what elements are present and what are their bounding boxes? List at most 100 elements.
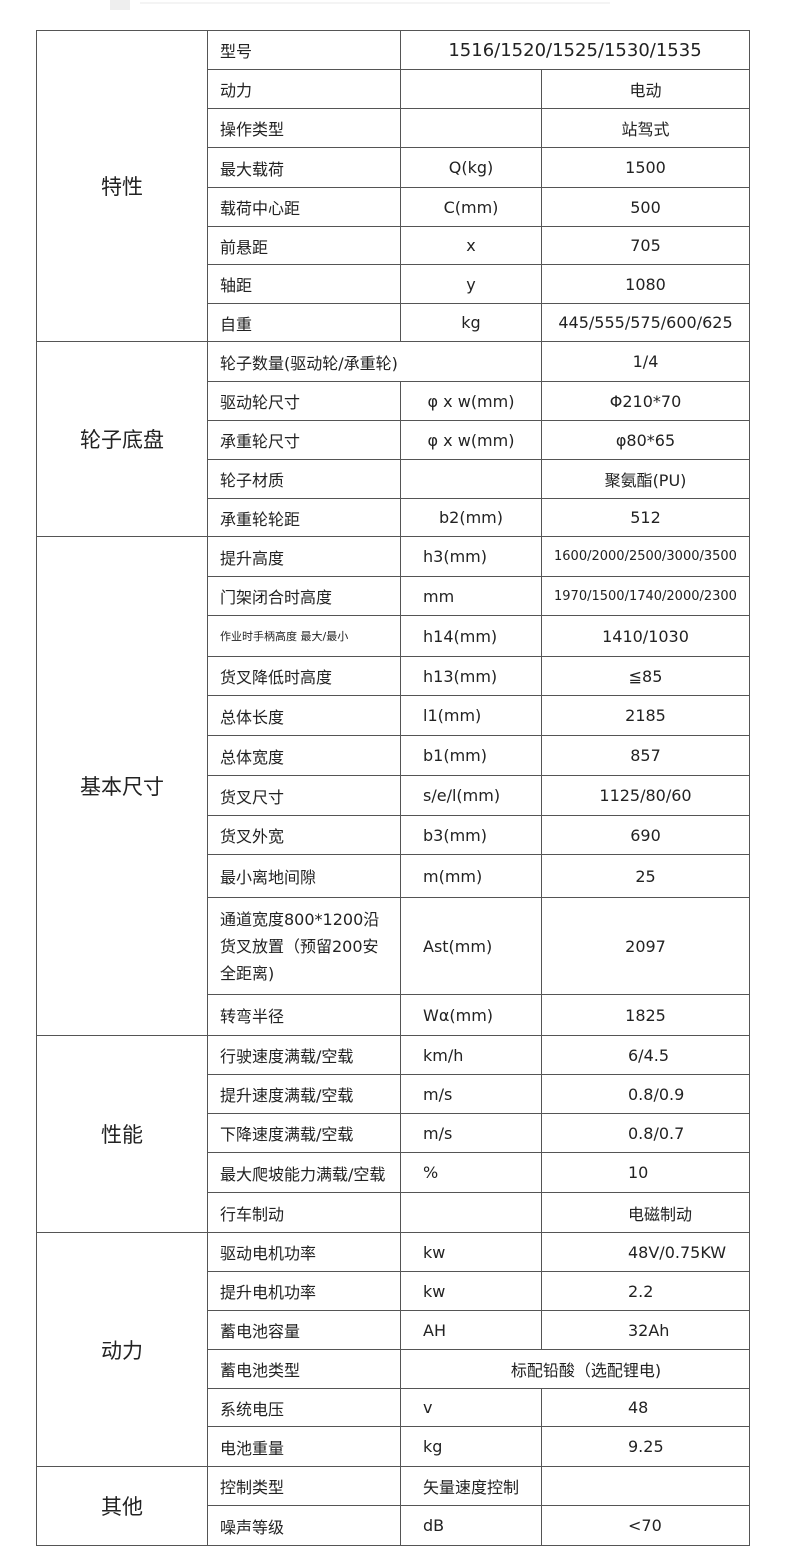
spec-value: 1970/1500/1740/2000/2300	[541, 576, 750, 616]
spec-value: ≦85	[541, 656, 750, 696]
table-row: 特性 型号 1516/1520/1525/1530/1535	[36, 30, 750, 342]
spec-name: 最大爬坡能力满载/空载	[207, 1152, 401, 1193]
spec-unit: h14(mm)	[400, 615, 542, 657]
spec-name: 承重轮轮距	[207, 498, 401, 537]
table-row: 前悬距 x 705	[37, 226, 750, 265]
table-row: 转弯半径 Wα(mm) 1825	[37, 994, 750, 1036]
table-row: 承重轮尺寸 φ x w(mm) φ80*65	[37, 420, 750, 460]
spec-unit: Q(kg)	[400, 147, 542, 188]
table-row: 提升电机功率 kw 2.2	[37, 1271, 750, 1311]
spec-unit: C(mm)	[400, 187, 542, 227]
table-row: 蓄电池容量 AH 32Ah	[37, 1310, 750, 1350]
spec-value: 512	[541, 498, 750, 537]
spec-value: 电动	[541, 69, 750, 109]
spec-name: 轮子材质	[207, 459, 401, 499]
spec-name: 提升速度满载/空载	[207, 1074, 401, 1114]
spec-value: 电磁制动	[541, 1192, 750, 1233]
spec-name: 转弯半径	[207, 994, 401, 1036]
spec-value: 2097	[541, 897, 750, 995]
spec-value: 48V/0.75KW	[541, 1232, 750, 1272]
spec-unit: m(mm)	[400, 854, 542, 898]
table-row: 其他 控制类型 矢量速度控制	[36, 1466, 750, 1546]
spec-value: 32Ah	[541, 1310, 750, 1350]
spec-unit: φ x w(mm)	[400, 381, 542, 421]
spec-name: 驱动轮尺寸	[207, 381, 401, 421]
table-row: 性能 行驶速度满载/空载 km/h 6/4.5	[36, 1035, 750, 1233]
spec-value: 705	[541, 226, 750, 265]
spec-value: 1/4	[541, 341, 750, 382]
spec-unit: b1(mm)	[400, 735, 542, 776]
category-label: 其他	[36, 1466, 208, 1546]
spec-name: 货叉外宽	[207, 815, 401, 855]
spec-unit	[400, 69, 542, 109]
spec-name: 控制类型	[207, 1466, 401, 1506]
spec-value: 1080	[541, 264, 750, 304]
spec-name: 行驶速度满载/空载	[207, 1035, 401, 1075]
table-row: 通道宽度800*1200沿货叉放置（预留200安全距离) Ast(mm) 2097	[37, 897, 750, 995]
table-row: 货叉降低时高度 h13(mm) ≦85	[37, 656, 750, 696]
spec-unit: Ast(mm)	[400, 897, 542, 995]
spec-value: 690	[541, 815, 750, 855]
spec-unit	[400, 1192, 542, 1233]
category-label: 轮子底盘	[36, 341, 208, 537]
spec-value: 10	[541, 1152, 750, 1193]
spec-name: 轴距	[207, 264, 401, 304]
spec-unit: mm	[400, 576, 542, 616]
spec-unit: m/s	[400, 1113, 542, 1153]
table-row: 货叉尺寸 s/e/l(mm) 1125/80/60	[37, 775, 750, 816]
spec-value	[541, 1466, 750, 1506]
spec-name: 行车制动	[207, 1192, 401, 1233]
spec-unit: dB	[400, 1505, 542, 1546]
spec-unit: AH	[400, 1310, 542, 1350]
spec-unit: y	[400, 264, 542, 304]
table-row: 行车制动 电磁制动	[37, 1192, 750, 1233]
spec-unit: %	[400, 1152, 542, 1193]
table-row: 驱动轮尺寸 φ x w(mm) Φ210*70	[37, 381, 750, 421]
spec-value: 1825	[541, 994, 750, 1036]
spec-value: 6/4.5	[541, 1035, 750, 1075]
spec-unit: h3(mm)	[400, 536, 542, 577]
spec-name: 噪声等级	[207, 1505, 401, 1546]
spec-unit: φ x w(mm)	[400, 420, 542, 460]
table-row: 自重 kg 445/555/575/600/625	[37, 303, 750, 342]
spec-value: 1516/1520/1525/1530/1535	[400, 30, 750, 70]
spec-value: 445/555/575/600/625	[541, 303, 750, 342]
spec-name: 最大载荷	[207, 147, 401, 188]
spec-value: φ80*65	[541, 420, 750, 460]
category-label: 特性	[36, 30, 208, 342]
spec-unit: kw	[400, 1271, 542, 1311]
spec-unit: s/e/l(mm)	[400, 775, 542, 816]
spec-unit: x	[400, 226, 542, 265]
table-row: 操作类型 站驾式	[37, 108, 750, 148]
category-label: 动力	[36, 1232, 208, 1467]
spec-value: 聚氨酯(PU)	[541, 459, 750, 499]
spec-name: 自重	[207, 303, 401, 342]
spec-name: 提升高度	[207, 536, 401, 577]
spec-name: 型号	[207, 30, 401, 70]
spec-table: 特性 型号 1516/1520/1525/1530/1535 动力 电动 操作类型 站驾式最…	[36, 30, 750, 1546]
decorative-block	[110, 0, 130, 10]
spec-unit: kw	[400, 1232, 542, 1272]
table-row: 载荷中心距 C(mm) 500	[37, 187, 750, 227]
spec-value: 1600/2000/2500/3000/3500	[541, 536, 750, 577]
spec-unit: km/h	[400, 1035, 542, 1075]
spec-name: 最小离地间隙	[207, 854, 401, 898]
table-row: 轴距 y 1080	[37, 264, 750, 304]
spec-value: 25	[541, 854, 750, 898]
spec-value: Φ210*70	[541, 381, 750, 421]
spec-unit: h13(mm)	[400, 656, 542, 696]
spec-unit: Wα(mm)	[400, 994, 542, 1036]
spec-name: 总体宽度	[207, 735, 401, 776]
table-row: 最小离地间隙 m(mm) 25	[37, 854, 750, 898]
spec-name: 通道宽度800*1200沿货叉放置（预留200安全距离)	[207, 897, 401, 995]
spec-name: 门架闭合时高度	[207, 576, 401, 616]
spec-value: 站驾式	[541, 108, 750, 148]
table-row: 承重轮轮距 b2(mm) 512	[37, 498, 750, 537]
spec-unit: b2(mm)	[400, 498, 542, 537]
spec-name: 载荷中心距	[207, 187, 401, 227]
spec-name: 驱动电机功率	[207, 1232, 401, 1272]
table-row: 最大载荷 Q(kg) 1500	[37, 147, 750, 188]
table-row: 电池重量 kg 9.25	[37, 1426, 750, 1467]
spec-value: 500	[541, 187, 750, 227]
spec-name: 作业时手柄高度 最大/最小	[207, 615, 401, 657]
